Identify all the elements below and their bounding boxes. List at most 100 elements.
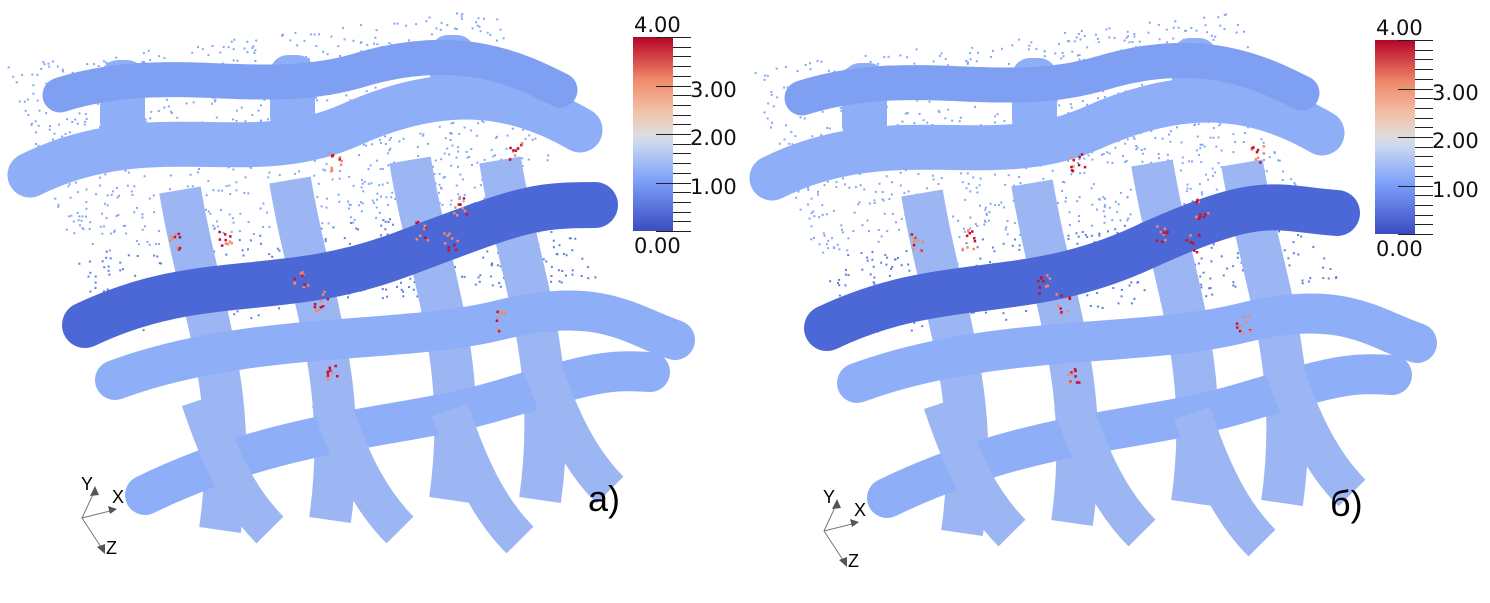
colorbar-tick — [1415, 78, 1433, 80]
axis-y-label: Y — [81, 474, 94, 494]
point — [314, 96, 317, 99]
point — [1195, 149, 1198, 152]
point — [163, 57, 166, 60]
point — [1293, 182, 1296, 184]
point — [176, 116, 179, 119]
point — [330, 35, 333, 38]
point — [1086, 236, 1089, 238]
point — [271, 255, 274, 258]
point — [160, 262, 162, 265]
point — [1206, 31, 1209, 34]
point — [979, 257, 982, 260]
point — [877, 229, 880, 231]
point — [263, 98, 266, 101]
point — [1127, 35, 1130, 38]
point — [451, 144, 454, 147]
stress-point — [1048, 277, 1052, 280]
point — [76, 122, 79, 125]
point — [913, 62, 916, 65]
point — [78, 262, 81, 265]
point — [1200, 283, 1203, 286]
point — [38, 109, 41, 112]
colorbar-tick — [673, 211, 691, 213]
point — [396, 285, 398, 288]
point — [1120, 295, 1123, 298]
point — [389, 136, 392, 139]
point — [438, 172, 441, 175]
point — [969, 52, 972, 55]
point — [71, 121, 74, 123]
point — [476, 24, 479, 27]
point — [1125, 159, 1128, 162]
stress-point — [443, 242, 447, 245]
stress-point — [301, 271, 304, 274]
point — [21, 73, 23, 76]
point — [885, 175, 888, 178]
point — [1117, 203, 1120, 206]
panel-label: б) — [1330, 483, 1363, 524]
point — [205, 194, 208, 197]
point — [974, 223, 977, 225]
point — [528, 134, 531, 137]
point — [776, 96, 779, 99]
point — [1273, 152, 1276, 154]
point — [105, 250, 108, 253]
point — [466, 156, 469, 159]
point — [94, 281, 97, 284]
stress-point — [306, 284, 310, 287]
point — [994, 121, 996, 124]
stress-point — [418, 234, 422, 238]
point — [231, 217, 234, 220]
point — [191, 185, 194, 188]
point — [797, 190, 800, 193]
point — [145, 120, 148, 123]
point — [389, 218, 391, 221]
point — [1222, 274, 1225, 277]
point — [1322, 277, 1325, 280]
point — [61, 135, 64, 138]
colorbar-tick — [656, 134, 691, 135]
point — [446, 147, 449, 150]
point — [1232, 281, 1235, 284]
point — [1212, 38, 1215, 41]
point — [812, 210, 815, 213]
point — [324, 169, 326, 172]
stress-point — [457, 203, 461, 206]
point — [811, 135, 814, 138]
point — [252, 233, 255, 235]
colorbar-tick — [1415, 127, 1433, 129]
point — [52, 138, 55, 141]
point — [1131, 41, 1134, 44]
point — [440, 186, 442, 189]
point — [307, 58, 310, 60]
stress-point — [512, 149, 515, 152]
point — [342, 26, 344, 29]
point — [324, 238, 327, 241]
point — [417, 154, 420, 157]
point — [115, 56, 118, 59]
point — [259, 104, 262, 107]
point — [1090, 187, 1093, 190]
point — [813, 215, 816, 218]
point — [560, 281, 563, 284]
point — [952, 215, 954, 218]
stress-point — [1197, 217, 1201, 220]
point — [821, 204, 824, 207]
stress-point — [447, 249, 450, 252]
point — [88, 260, 91, 263]
point — [483, 17, 485, 20]
point — [1181, 156, 1184, 159]
stress-point — [1252, 146, 1255, 149]
colorbar-tick — [1415, 166, 1433, 168]
point — [1220, 255, 1223, 258]
point — [262, 202, 265, 205]
point — [171, 112, 174, 115]
stress-point — [423, 224, 427, 228]
stress-point — [503, 312, 506, 316]
point — [913, 122, 916, 125]
point — [807, 188, 810, 191]
stress-point — [230, 241, 233, 245]
point — [766, 74, 769, 77]
stress-point — [329, 369, 332, 372]
point — [906, 56, 909, 59]
